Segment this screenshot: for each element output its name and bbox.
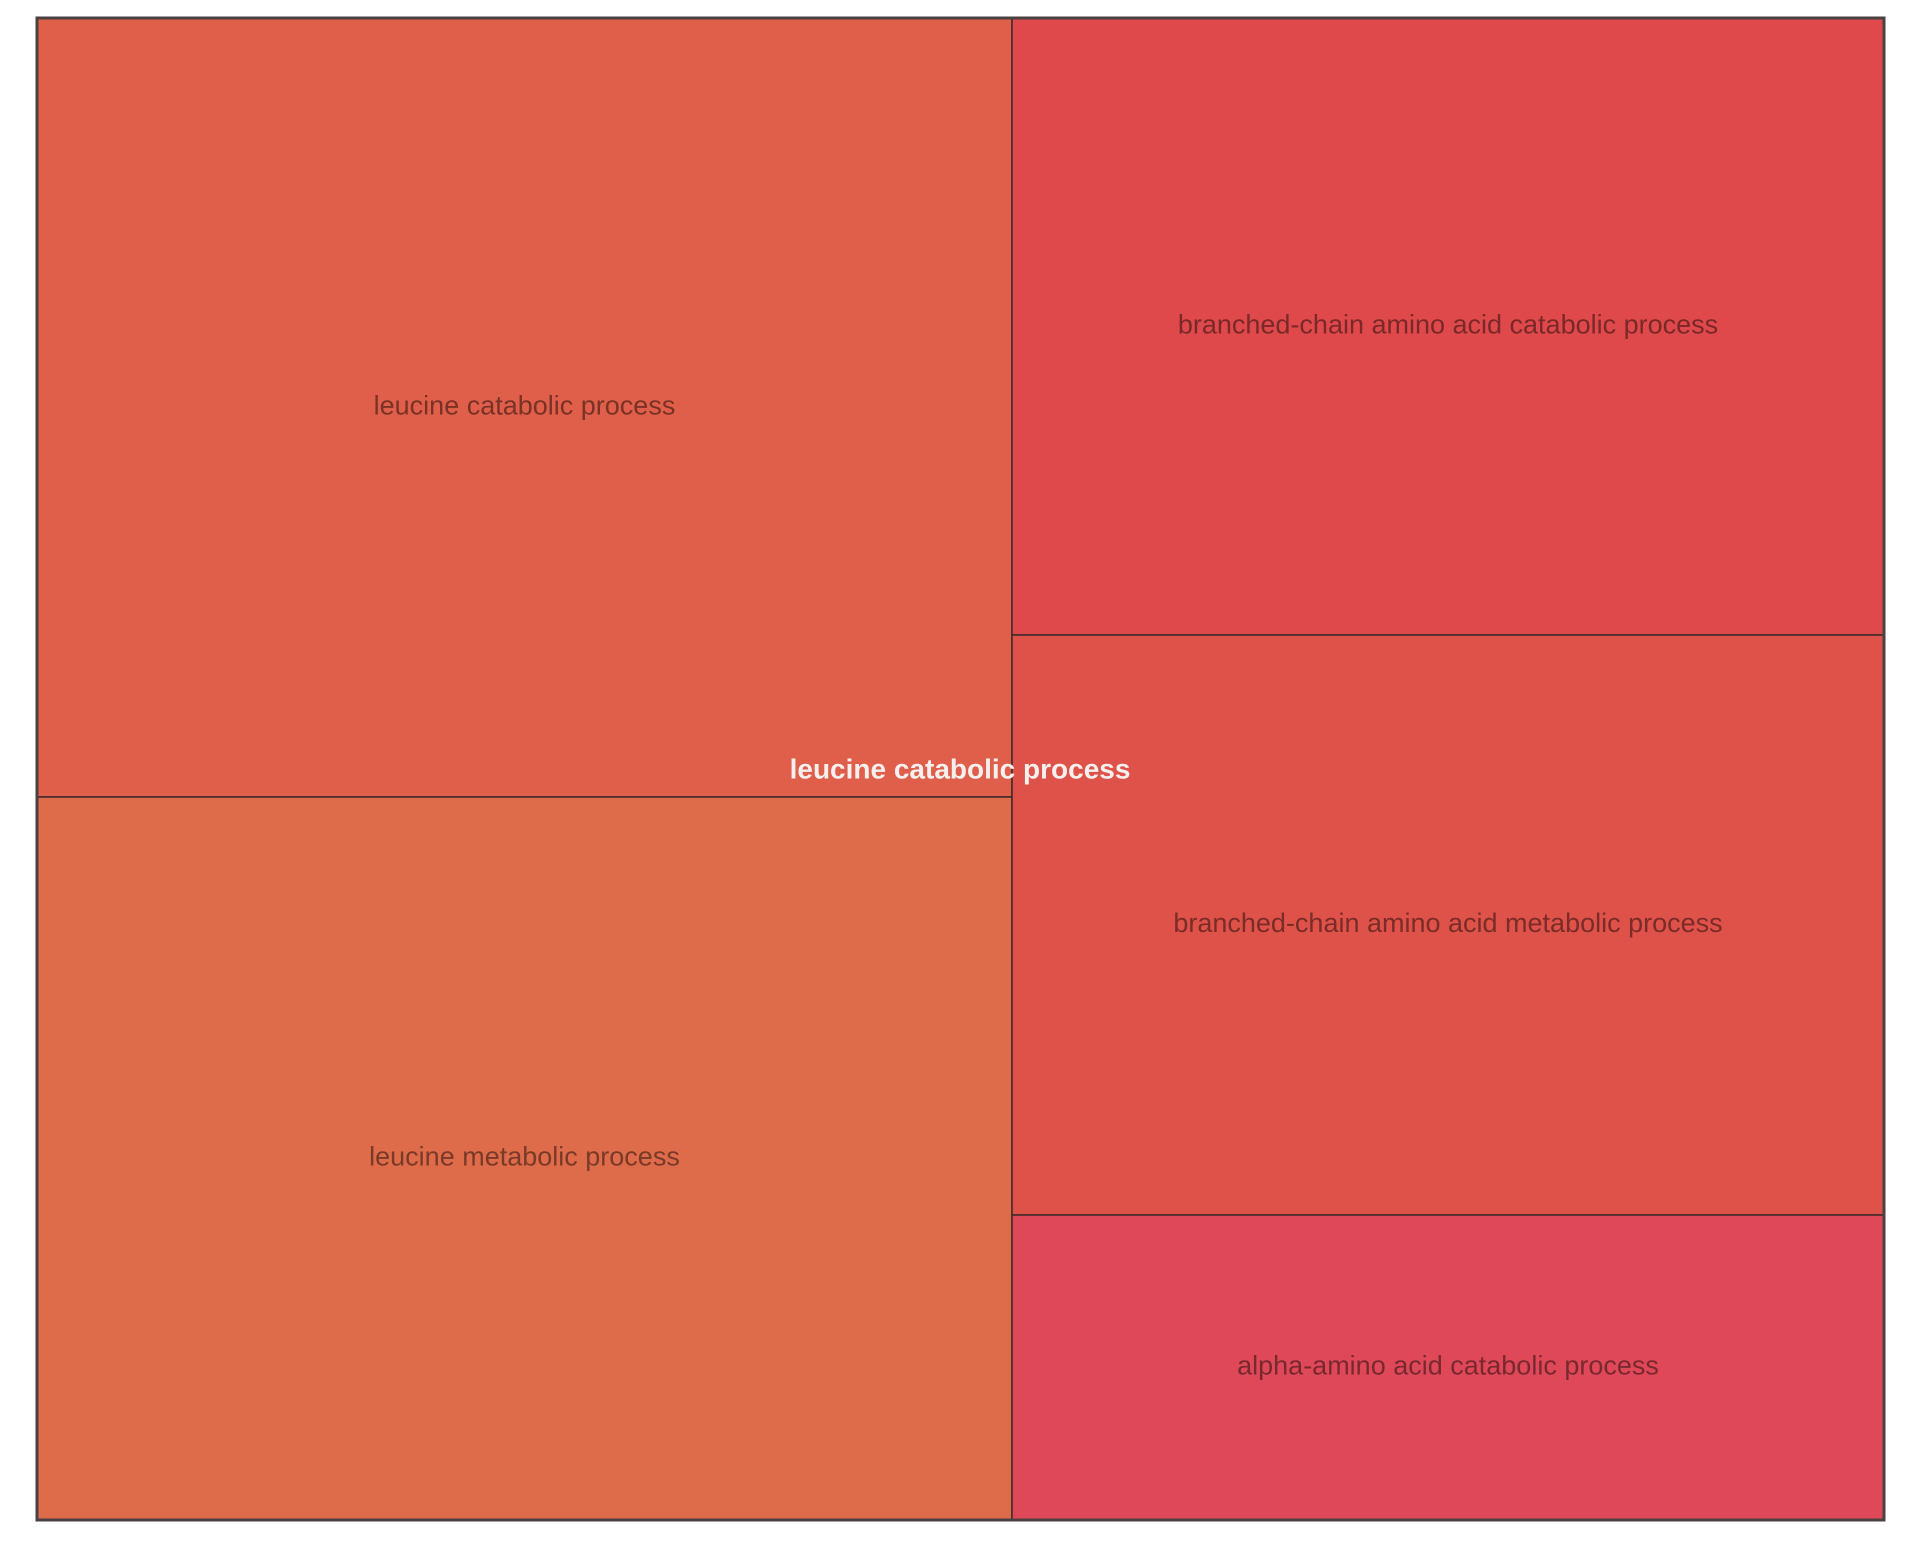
tile-leucine-catabolic-process-label: leucine catabolic process (374, 391, 676, 421)
tile-leucine-metabolic-process-label: leucine metabolic process (369, 1142, 680, 1172)
tile-branched-chain-amino-acid-metabolic-process-label: branched-chain amino acid metabolic proc… (1173, 908, 1722, 938)
tile-branched-chain-amino-acid-catabolic-process-rect (1011, 17, 1885, 636)
tile-branched-chain-amino-acid-metabolic-process[interactable]: branched-chain amino acid metabolic proc… (1011, 634, 1885, 1216)
tile-alpha-amino-acid-catabolic-process-rect (1011, 1214, 1885, 1521)
tile-branched-chain-amino-acid-metabolic-process-rect (1011, 634, 1885, 1216)
tile-branched-chain-amino-acid-catabolic-process-label: branched-chain amino acid catabolic proc… (1178, 310, 1718, 340)
tile-leucine-metabolic-process[interactable]: leucine metabolic process (36, 796, 1013, 1521)
tile-leucine-catabolic-process-rect (36, 17, 1013, 798)
tiles-layer: leucine catabolic process leucine metabol… (36, 17, 1885, 1521)
group-label: leucine catabolic process (790, 753, 1131, 784)
tile-alpha-amino-acid-catabolic-process[interactable]: alpha-amino acid catabolic process (1011, 1214, 1885, 1521)
tile-alpha-amino-acid-catabolic-process-label: alpha-amino acid catabolic process (1237, 1351, 1659, 1381)
group-frame (35, 16, 1886, 1522)
tile-leucine-metabolic-process-rect (36, 796, 1013, 1521)
tile-branched-chain-amino-acid-catabolic-process[interactable]: branched-chain amino acid catabolic proc… (1011, 17, 1885, 636)
tile-leucine-catabolic-process[interactable]: leucine catabolic process (36, 17, 1013, 798)
